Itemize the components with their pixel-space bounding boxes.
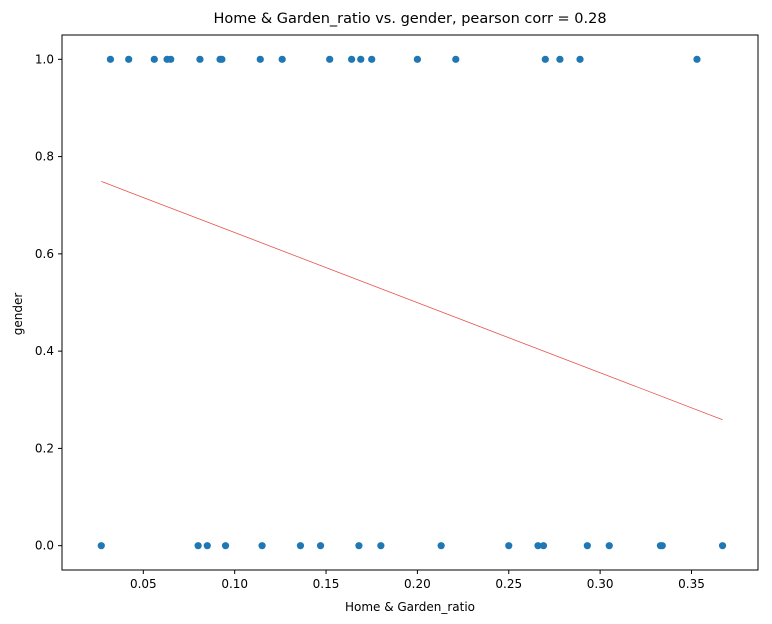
data-point (167, 55, 175, 63)
data-point (368, 55, 376, 63)
x-tick-label: 0.35 (678, 577, 705, 591)
data-point (194, 542, 202, 550)
data-point (326, 55, 334, 63)
data-point (583, 542, 591, 550)
data-point (437, 542, 445, 550)
x-tick-label: 0.20 (404, 577, 431, 591)
x-tick-label: 0.25 (495, 577, 522, 591)
y-tick-label: 0.0 (35, 539, 54, 553)
data-point (296, 542, 305, 550)
data-point (556, 55, 564, 63)
data-point (377, 542, 385, 550)
x-tick-label: 0.30 (587, 577, 614, 591)
y-tick-label: 0.2 (35, 441, 54, 455)
data-point (452, 55, 460, 63)
y-axis: 0.0 0.2 0.4 0.6 0.8 1.0 (35, 52, 62, 553)
y-tick-label: 1.0 (35, 52, 54, 66)
data-point (413, 55, 422, 63)
points-layer (97, 55, 727, 550)
x-axis: 0.05 0.10 0.15 0.20 0.25 0.30 0.35 (130, 570, 705, 591)
data-point (658, 542, 666, 550)
data-point (505, 542, 513, 550)
regression-line (101, 181, 723, 421)
data-point (357, 55, 365, 63)
data-point (125, 55, 133, 63)
data-point (278, 55, 286, 63)
data-point (97, 542, 105, 550)
plot-area (61, 34, 759, 571)
data-point (203, 542, 211, 550)
data-point (316, 542, 325, 550)
data-point (355, 542, 363, 550)
x-tick-label: 0.05 (130, 577, 157, 591)
data-point (106, 55, 115, 63)
data-point (221, 542, 230, 550)
data-point (218, 55, 226, 63)
data-point (150, 55, 158, 63)
data-point (534, 542, 542, 550)
y-axis-label: gender (11, 293, 25, 336)
chart-title: Home & Garden_ratio vs. gender, pearson … (213, 11, 606, 27)
data-point (256, 55, 264, 63)
data-point (196, 55, 204, 63)
y-tick-label: 0.8 (35, 150, 54, 164)
data-point (576, 55, 584, 63)
data-point (348, 55, 356, 63)
data-point (541, 55, 549, 63)
data-point (693, 55, 701, 63)
x-axis-label: Home & Garden_ratio (345, 600, 475, 614)
data-point (718, 542, 727, 550)
data-point (605, 542, 613, 550)
y-tick-label: 0.4 (35, 344, 54, 358)
x-tick-label: 0.10 (221, 577, 248, 591)
data-point (258, 542, 266, 550)
data-point (539, 542, 548, 550)
fit-line-layer (101, 181, 723, 421)
x-tick-label: 0.15 (313, 577, 340, 591)
plot-frame (61, 34, 759, 571)
y-tick-label: 0.6 (35, 247, 54, 261)
